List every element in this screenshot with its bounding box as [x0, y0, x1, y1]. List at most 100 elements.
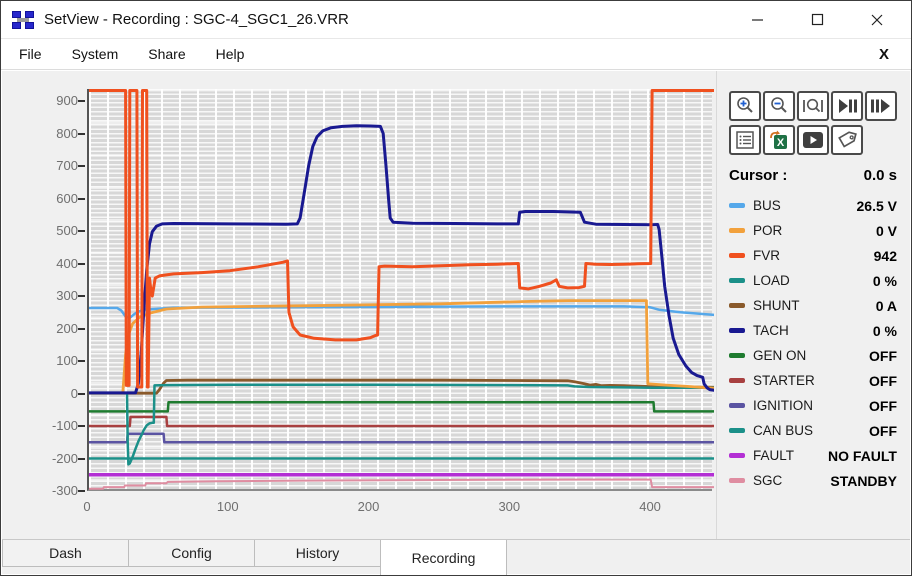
chart-toolbar: X [729, 91, 904, 159]
channel-row-starter[interactable]: STARTER OFF [729, 368, 897, 393]
y-tick-mark [78, 360, 85, 362]
channel-color-swatch [729, 378, 745, 383]
y-tick-label: 100 [56, 353, 78, 368]
trace-gen-on [89, 401, 714, 413]
step-back-button[interactable] [831, 91, 863, 121]
channel-list-button[interactable] [729, 125, 761, 155]
step-forward-button[interactable] [865, 91, 897, 121]
step-forward-icon [871, 99, 890, 113]
channel-row-shunt[interactable]: SHUNT 0 A [729, 293, 897, 318]
channel-name: POR [753, 223, 783, 238]
channel-color-swatch [729, 478, 745, 483]
channel-value: NO FAULT [828, 447, 897, 464]
zoom-in-icon [737, 97, 753, 113]
list-icon [736, 131, 754, 149]
channel-row-por[interactable]: POR 0 V [729, 218, 897, 243]
y-tick-mark [78, 230, 85, 233]
channel-color-swatch [729, 203, 745, 208]
trace-fvr [89, 89, 714, 389]
y-tick-mark [78, 490, 85, 492]
menu-help[interactable]: Help [215, 46, 245, 62]
channel-color-swatch [729, 403, 745, 408]
chart-plot-area[interactable] [87, 89, 714, 491]
tag-icon [838, 131, 857, 148]
y-tick-label: 400 [56, 255, 78, 271]
excel-icon: X [770, 130, 787, 149]
bottom-tab-bar: Dash Config History Recording [2, 539, 910, 575]
channel-name: IGNITION [753, 398, 813, 413]
step-back-icon [839, 99, 857, 113]
y-tick-mark [78, 262, 85, 265]
trace-starter [89, 415, 714, 428]
tab-dash[interactable]: Dash [2, 540, 129, 567]
channel-color-swatch [729, 228, 745, 233]
y-tick-label: 500 [56, 223, 78, 239]
channel-value: 0 V [875, 222, 897, 239]
trace-sgc [89, 478, 714, 490]
svg-text:X: X [777, 137, 785, 149]
tag-button[interactable] [831, 125, 863, 155]
zoom-out-icon [771, 97, 787, 113]
y-tick-mark [78, 295, 85, 297]
playback-button[interactable] [797, 125, 829, 155]
tab-recording[interactable]: Recording [380, 540, 507, 575]
channel-color-swatch [729, 328, 745, 333]
y-tick-label: 800 [56, 125, 78, 141]
y-tick-label: 600 [56, 190, 78, 206]
channel-row-can-bus[interactable]: CAN BUS OFF [729, 418, 897, 443]
channel-row-load[interactable]: LOAD 0 % [729, 268, 897, 293]
close-button[interactable] [857, 6, 897, 34]
channel-name: LOAD [753, 273, 790, 288]
zoom-out-button[interactable] [763, 91, 795, 121]
channel-row-gen-on[interactable]: GEN ON OFF [729, 343, 897, 368]
x-tick-label: 400 [639, 499, 661, 514]
menu-file[interactable]: File [19, 46, 42, 62]
channel-row-fault[interactable]: FAULT NO FAULT [729, 443, 897, 468]
zoom-reset-button[interactable] [797, 91, 829, 121]
channel-name: FVR [753, 248, 780, 263]
channel-color-swatch [729, 303, 745, 308]
x-tick-label: 100 [216, 499, 239, 514]
tab-config[interactable]: Config [128, 540, 255, 567]
y-tick-mark [78, 425, 85, 427]
x-tick-label: 200 [357, 499, 380, 514]
channel-row-sgc[interactable]: SGC STANDBY [729, 468, 897, 493]
channel-name: CAN BUS [753, 423, 814, 438]
channel-row-tach[interactable]: TACH 0 % [729, 318, 897, 343]
maximize-button[interactable] [797, 6, 837, 34]
y-tick-mark [78, 327, 85, 330]
channel-name: TACH [753, 323, 789, 338]
y-tick-label: 900 [56, 93, 78, 109]
zoom-in-button[interactable] [729, 91, 761, 121]
channel-name: FAULT [753, 448, 795, 463]
document-close-button[interactable]: X [878, 45, 889, 63]
channel-value: 26.5 V [856, 197, 897, 214]
title-bar: SetView - Recording : SGC-4_SGC1_26.VRR [1, 1, 911, 39]
minimize-button[interactable] [737, 6, 777, 34]
menu-share[interactable]: Share [148, 46, 186, 62]
channel-name: BUS [753, 198, 781, 213]
play-icon [803, 132, 823, 148]
channel-value: OFF [869, 422, 897, 439]
y-tick-mark [78, 100, 85, 103]
cursor-panel: Cursor : 0.0 s BUS 26.5 V POR 0 V FVR 942 LOAD… [729, 167, 897, 493]
tab-history[interactable]: History [254, 540, 381, 567]
channel-name: SGC [753, 473, 783, 488]
y-tick-label: -300 [51, 483, 78, 498]
menu-bar: File System Share Help X [1, 39, 911, 70]
panel-divider [716, 71, 717, 541]
window-title: SetView - Recording : SGC-4_SGC1_26.VRR [44, 11, 349, 28]
recording-view: 900 800 700 600 500 400 300 200 100 0 -100 -200 -300… [2, 71, 910, 541]
channel-color-swatch [729, 253, 745, 258]
channel-value: 942 [873, 247, 897, 264]
channel-value: 0 % [872, 322, 897, 339]
channel-name: SHUNT [753, 298, 800, 313]
trace-tach [89, 124, 714, 395]
menu-system[interactable]: System [71, 46, 119, 62]
channel-value: OFF [869, 372, 897, 389]
channel-row-ignition[interactable]: IGNITION OFF [729, 393, 897, 418]
channel-row-fvr[interactable]: FVR 942 [729, 243, 897, 268]
channel-row-bus[interactable]: BUS 26.5 V [729, 193, 897, 218]
export-excel-button[interactable]: X [763, 125, 795, 155]
y-tick-label: -100 [51, 418, 78, 433]
